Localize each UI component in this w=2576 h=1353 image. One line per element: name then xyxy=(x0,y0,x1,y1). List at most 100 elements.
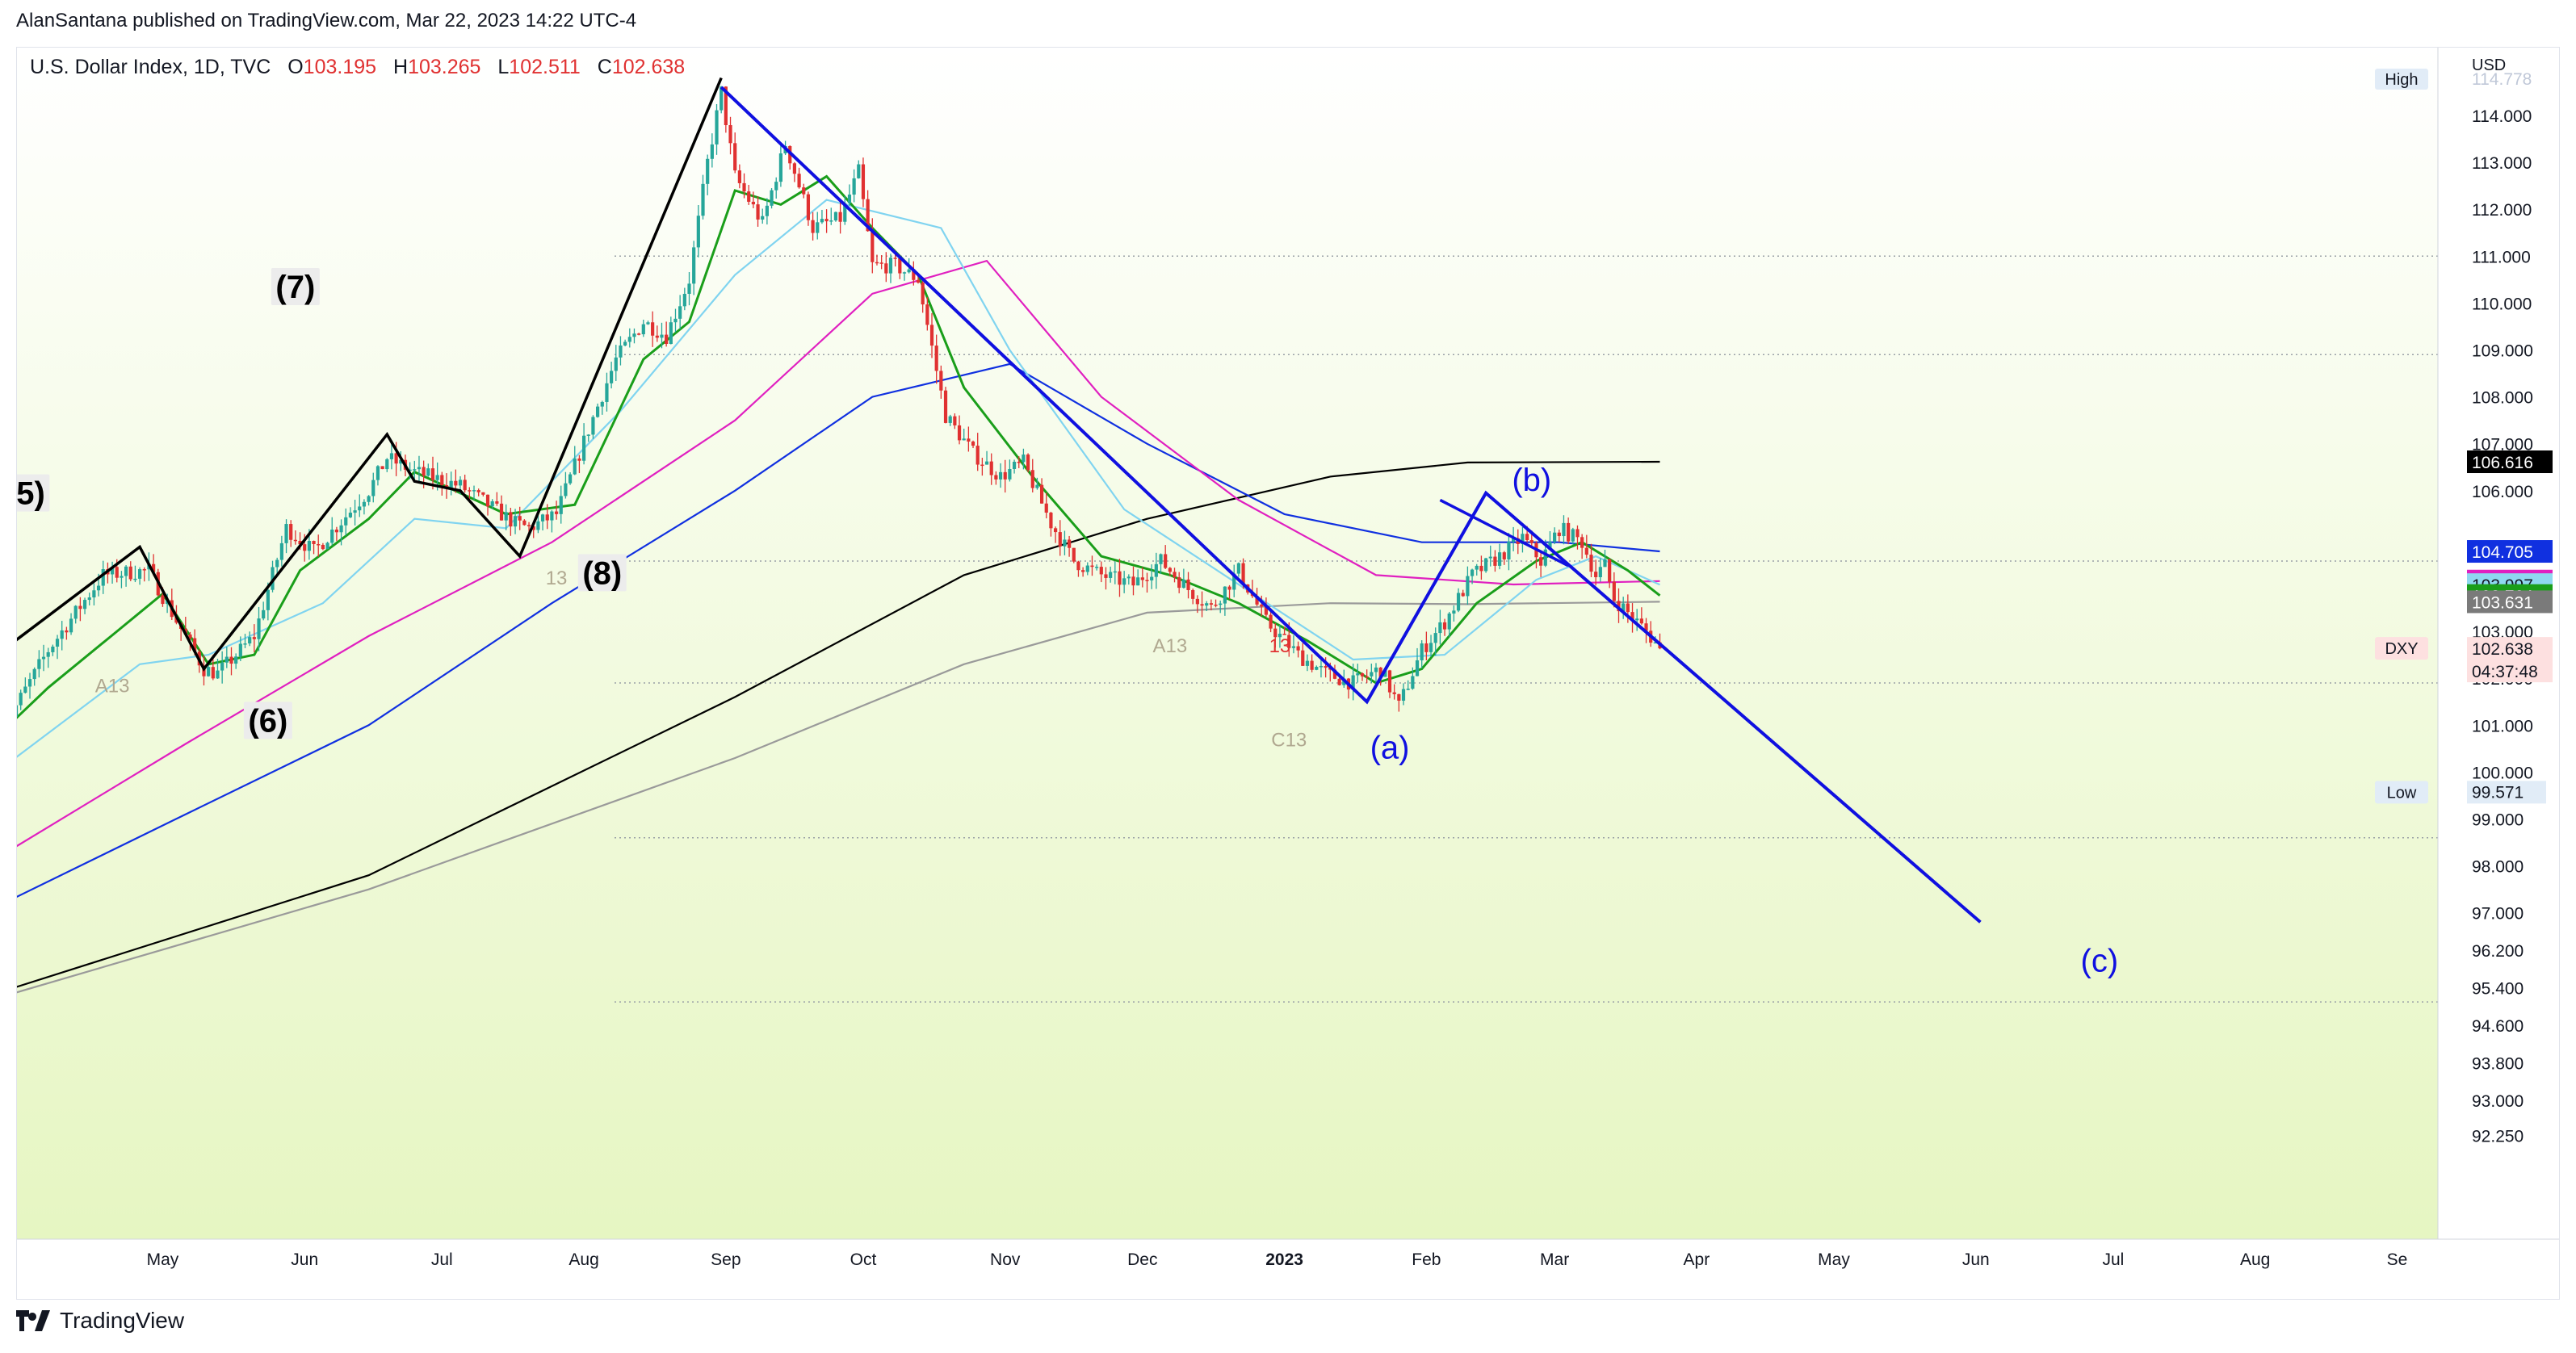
candle-body xyxy=(554,511,559,514)
candle xyxy=(330,517,334,546)
wave-label-blue: (b) xyxy=(1512,463,1551,498)
candle-body xyxy=(243,643,247,645)
candle-body xyxy=(353,510,357,513)
candle-body xyxy=(1442,622,1447,630)
candle-body xyxy=(1236,563,1240,574)
price-tick-label: 99.000 xyxy=(2472,811,2524,830)
candle-body xyxy=(1598,567,1602,577)
candle xyxy=(1351,664,1355,701)
wave-label-bg xyxy=(577,554,627,592)
candle xyxy=(82,597,87,614)
candle xyxy=(778,145,782,187)
candle xyxy=(476,488,480,496)
candle xyxy=(1200,591,1204,618)
candle-body xyxy=(550,511,554,521)
high-value: 114.778 xyxy=(2472,70,2532,89)
candle-body xyxy=(1639,618,1643,624)
candle-body xyxy=(623,341,627,346)
candle xyxy=(78,597,82,622)
candle-body xyxy=(1008,468,1012,480)
candle xyxy=(234,653,238,669)
candle xyxy=(271,560,275,593)
candle-body xyxy=(912,269,916,280)
candle xyxy=(518,506,522,530)
candle-body xyxy=(449,480,453,488)
candle xyxy=(1296,641,1300,658)
candle-body xyxy=(673,318,678,323)
candle xyxy=(1063,530,1067,555)
candle xyxy=(1113,561,1117,584)
price-tick-label: 110.000 xyxy=(2472,295,2532,313)
candle-body xyxy=(435,475,439,480)
candle-body xyxy=(317,543,321,546)
candle xyxy=(1475,563,1479,576)
candle-body xyxy=(60,630,64,639)
candle xyxy=(1049,511,1053,537)
candle xyxy=(1557,530,1561,542)
candle xyxy=(1191,589,1195,605)
candle-body xyxy=(1269,614,1273,629)
candle xyxy=(1126,574,1131,585)
candle-body xyxy=(1191,589,1195,599)
open-label: O xyxy=(287,56,304,78)
candle-body xyxy=(605,383,609,402)
candle-body xyxy=(545,514,549,521)
candle-body xyxy=(742,182,746,192)
candle xyxy=(967,426,971,452)
candle-body xyxy=(133,578,137,580)
chart-panel[interactable]: (5)(6)(7)(8)(a)(b)(c)A13C13A131313USD114… xyxy=(16,47,2560,1300)
candle-body xyxy=(1420,643,1424,660)
candle xyxy=(724,86,728,133)
candle xyxy=(665,321,669,347)
candle-body xyxy=(802,187,806,195)
candle xyxy=(220,651,224,684)
candle xyxy=(1630,603,1634,633)
candle xyxy=(229,647,233,676)
candle xyxy=(92,583,96,606)
price-tick-label: 97.000 xyxy=(2472,905,2524,924)
candle-body xyxy=(701,183,705,216)
candle-body xyxy=(32,668,36,680)
candle xyxy=(879,255,883,270)
low-badge-bg xyxy=(2375,781,2428,804)
price-tick-label: 112.000 xyxy=(2472,201,2532,220)
candle xyxy=(257,606,261,651)
candle-body xyxy=(573,458,577,475)
candle xyxy=(843,195,847,225)
candle xyxy=(463,474,467,493)
chart-canvas[interactable]: (5)(6)(7)(8)(a)(b)(c)A13C13A131313USD114… xyxy=(17,48,2560,1300)
high-value: 103.265 xyxy=(408,56,481,78)
candle-body xyxy=(806,194,811,220)
candle xyxy=(1548,530,1552,550)
candle xyxy=(69,613,73,635)
candle-body xyxy=(1291,646,1296,648)
ma-price-tag: 104.705 xyxy=(2472,543,2533,562)
candle xyxy=(1401,683,1406,706)
candle-body xyxy=(1324,666,1328,668)
candle-body xyxy=(101,568,105,586)
price-tick-label: 113.000 xyxy=(2472,154,2532,173)
symbol-legend[interactable]: U.S. Dollar Index, 1D, TVC O103.195 H103… xyxy=(30,56,685,79)
candle xyxy=(774,177,778,199)
candle-body xyxy=(375,466,380,480)
ma-price-tag-bg xyxy=(2467,590,2553,614)
time-tick-label: Aug xyxy=(568,1250,598,1269)
candle-body xyxy=(1584,547,1588,555)
candle-body xyxy=(440,475,444,485)
candle-body xyxy=(1580,537,1584,548)
candle xyxy=(348,507,353,518)
price-tick-label: 100.000 xyxy=(2472,764,2533,782)
ma-price-tag: 103.631 xyxy=(2472,593,2533,612)
candle xyxy=(1177,572,1181,593)
candle xyxy=(1397,693,1401,712)
candle xyxy=(1269,609,1273,633)
candle-body xyxy=(770,190,774,206)
tradingview-logo[interactable]: TradingView xyxy=(16,1308,184,1334)
candle-body xyxy=(252,637,256,639)
candle-body xyxy=(279,542,283,560)
candle xyxy=(504,504,508,530)
candle xyxy=(701,174,705,220)
candle xyxy=(770,188,774,209)
candle-body xyxy=(138,569,142,579)
candle xyxy=(564,471,568,499)
